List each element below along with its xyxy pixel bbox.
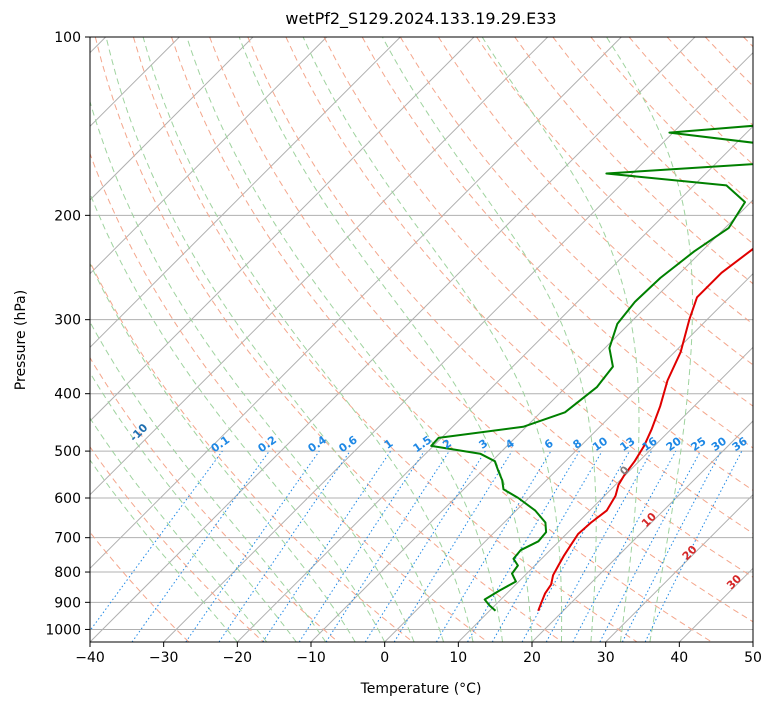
dry-adiabat-line (171, 37, 712, 642)
dry-adiabat-line (90, 356, 339, 642)
dry-adiabat-line (285, 37, 753, 535)
moist-adiabat-line (90, 321, 327, 642)
dewpoint-profile-line (430, 124, 753, 612)
mixing-ratio-line (218, 450, 351, 642)
moist-adiabat-line (90, 459, 238, 642)
x-tick-label: 40 (670, 650, 688, 666)
x-tick-label: 0 (380, 650, 389, 666)
moist-adiabat-line (90, 99, 415, 642)
mixing-ratio-line (644, 450, 743, 642)
dry-adiabat-line (94, 37, 563, 642)
isotherm-line (90, 37, 622, 570)
isotherm-line (90, 37, 328, 275)
dry-adiabat-line (90, 260, 414, 642)
dry-adiabat-line (514, 37, 753, 285)
y-tick-label: 200 (54, 208, 81, 224)
y-tick-label: 600 (54, 491, 81, 507)
y-tick-label: 700 (54, 531, 81, 547)
mixing-ratio-line (325, 450, 450, 642)
mixing-ratio-line (298, 450, 425, 642)
mixing-ratio-line (545, 450, 653, 642)
y-axis-ticks: 100 200 300 400 500 600 700 800 900 1000 (45, 30, 90, 638)
isotherm-line (90, 37, 696, 642)
y-tick-label: 1000 (45, 622, 81, 638)
mixing-ratio-line (90, 450, 223, 632)
chart-title: wetPf2_S129.2024.133.19.29.E33 (285, 9, 556, 29)
moist-adiabat-line (90, 192, 386, 642)
plot-frame (89, 36, 754, 643)
moist-adiabat-line (606, 37, 693, 642)
isotherm-line (163, 51, 753, 642)
y-tick-label: 300 (54, 313, 81, 329)
dry-adiabat-line (90, 152, 488, 642)
y-tick-label: 500 (54, 444, 81, 460)
moist-adiabat-line (90, 262, 356, 642)
dry-adiabat-line (476, 37, 753, 325)
skewed-isotherms (90, 37, 753, 642)
moist-adiabat-line (302, 37, 563, 642)
y-tick-label: 400 (54, 387, 81, 403)
isotherm-line (90, 37, 475, 422)
moist-adiabat-line (90, 417, 268, 642)
y-tick-label: 900 (54, 595, 81, 611)
x-tick-label: 50 (744, 650, 762, 666)
isobar-gridlines (90, 37, 753, 630)
isotherm-line (531, 420, 753, 642)
dry-adiabat-line (132, 37, 638, 642)
x-tick-label: −10 (296, 650, 326, 666)
moist-adiabat-line (90, 371, 297, 642)
mixing-ratio-line (572, 450, 677, 642)
y-tick-label: 100 (54, 30, 81, 46)
mixing-ratio-line (131, 450, 270, 642)
y-axis-label: Pressure (hPa) (13, 290, 29, 390)
sounding-profiles (430, 124, 753, 612)
isotherm-line (457, 346, 753, 642)
moist-adiabat-line (105, 37, 445, 642)
mixing-ratio-line (393, 450, 513, 642)
isotherm-line (384, 272, 753, 642)
dry-adiabat-line (90, 446, 264, 642)
dry-adiabat-line (323, 37, 753, 491)
dry-adiabat-line (437, 37, 753, 366)
mixing-ratio-line (262, 450, 392, 642)
mixing-ratio-line (521, 450, 630, 642)
x-axis-ticks: −40 −30 −20 −10 0 10 20 30 40 50 (75, 642, 762, 666)
mixing-ratio-line (185, 450, 320, 642)
mixing-ratio-lines (90, 450, 743, 642)
isotherm-line (90, 37, 401, 349)
isotherm-line (90, 37, 254, 201)
isotherm-line (236, 125, 753, 642)
x-axis-label: Temperature (°C) (360, 681, 482, 697)
moist-adiabat-line (238, 37, 533, 642)
moist-adiabats (90, 37, 693, 642)
dry-adiabats (90, 37, 753, 642)
moist-adiabat-line (186, 37, 503, 642)
isotherm-line (605, 493, 753, 642)
dry-adiabat-line (247, 37, 753, 578)
moist-adiabat-line (481, 37, 640, 642)
isotherm-line (90, 37, 549, 496)
y-tick-label: 800 (54, 565, 81, 581)
x-tick-label: −30 (149, 650, 179, 666)
x-tick-label: 20 (523, 650, 541, 666)
moist-adiabat-line (381, 37, 597, 642)
x-tick-label: 30 (597, 650, 615, 666)
x-tick-label: −20 (223, 650, 253, 666)
dry-adiabat-line (209, 37, 753, 623)
plot-area: 0.10.20.40.611.52346810131620253036-100-… (90, 37, 753, 642)
temperature-profile-line (537, 247, 753, 612)
x-tick-label: 10 (449, 650, 467, 666)
moist-adiabat-line (142, 37, 474, 642)
x-tick-label: −40 (75, 650, 105, 666)
